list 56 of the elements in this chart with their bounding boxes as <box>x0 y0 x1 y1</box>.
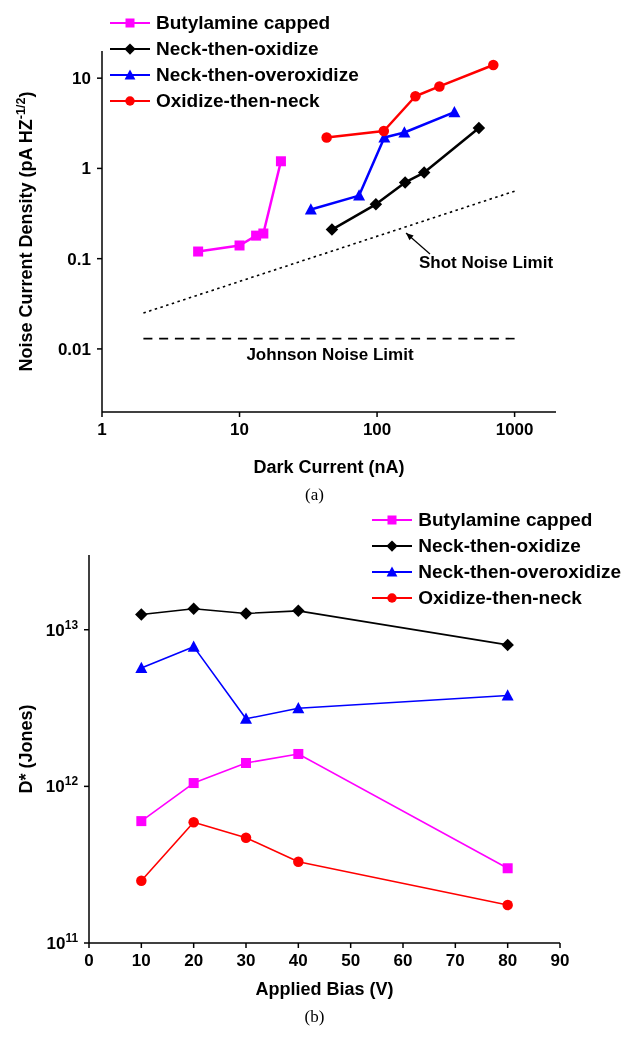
point <box>240 712 252 724</box>
annotation: Shot Noise Limit <box>418 253 554 272</box>
x-tick-label: 80 <box>498 951 518 970</box>
point <box>241 757 251 768</box>
y-tick-label: 10$^{12}$ <box>45 774 79 797</box>
point <box>293 748 304 759</box>
y-tick-label: 1 <box>81 159 91 179</box>
point <box>501 638 514 652</box>
point <box>502 899 513 911</box>
point <box>136 816 147 827</box>
x-axis-title: Applied Bias (V) <box>255 979 394 999</box>
point <box>135 661 148 673</box>
x-tick-label: 10 <box>131 951 151 970</box>
x-tick-label: 0 <box>84 951 94 970</box>
x-tick-label: 1000 <box>495 420 534 439</box>
legend-label: Oxidize-then-neck <box>156 90 320 112</box>
legend-label: Butylamine capped <box>156 12 331 34</box>
y-tick-label: 10$^{11}$ <box>46 931 79 953</box>
legend-label: Butylamine capped <box>418 509 593 531</box>
legend-label: Neck-then-overoxidize <box>418 561 621 583</box>
point <box>239 607 253 620</box>
y-axis-title: D* (Jones) <box>16 704 36 794</box>
x-tick-label: 50 <box>341 951 361 970</box>
legend-label: Oxidize-then-neck <box>418 587 582 609</box>
x-tick-label: 100 <box>362 420 392 439</box>
point <box>135 608 148 621</box>
legend-label: Neck-then-oxidize <box>156 38 319 60</box>
point <box>187 640 200 652</box>
point <box>502 863 513 874</box>
point <box>188 778 199 789</box>
x-tick-label: 90 <box>550 951 570 970</box>
point <box>136 875 147 886</box>
x-tick-label: 1 <box>97 420 107 439</box>
point <box>240 832 252 843</box>
x-tick-label: 70 <box>445 951 465 970</box>
x-tick-label: 30 <box>236 951 256 970</box>
text: (b) <box>303 1007 326 1027</box>
x-tick-label: 10 <box>230 420 249 439</box>
legend-label: Neck-then-oxidize <box>418 535 581 557</box>
y-tick-label: 0.1 <box>67 249 91 269</box>
point <box>187 602 200 616</box>
x-tick-label: 40 <box>288 951 308 970</box>
x-axis-title: Dark Current (nA) <box>253 457 405 477</box>
point <box>292 604 305 618</box>
point <box>501 689 514 701</box>
annotation: Johnson Noise Limit <box>246 345 414 364</box>
y-tick-label: 10$^{13}$ <box>45 617 79 640</box>
x-tick-label: 60 <box>393 951 413 970</box>
y-tick-label: 0.01 <box>57 339 91 359</box>
text: (a) <box>304 485 325 505</box>
legend-label: Neck-then-overoxidize <box>156 64 359 86</box>
y-tick-label: 10 <box>72 69 91 89</box>
x-tick-label: 20 <box>184 951 204 970</box>
point <box>292 702 305 714</box>
point <box>188 817 199 828</box>
point <box>293 856 304 868</box>
